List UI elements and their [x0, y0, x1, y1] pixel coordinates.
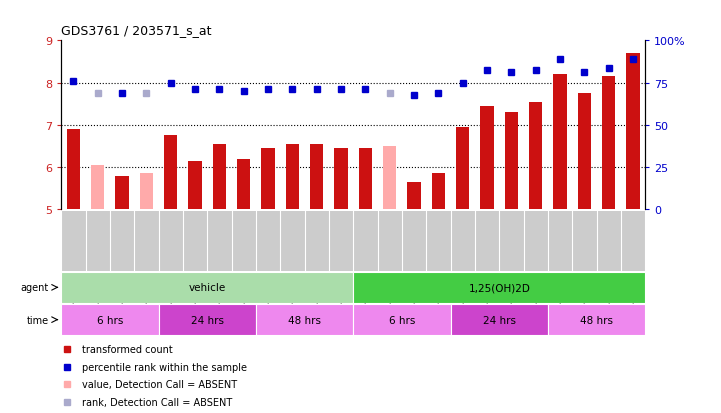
Bar [164, 136, 177, 210]
Bar [237, 159, 250, 210]
Bar [548, 304, 645, 335]
Text: transformed count: transformed count [81, 344, 172, 355]
Bar [91, 166, 105, 210]
Bar [115, 176, 129, 210]
Bar [159, 304, 256, 335]
Bar [335, 149, 348, 210]
Bar [286, 145, 299, 210]
Text: 6 hrs: 6 hrs [389, 315, 415, 325]
Text: 48 hrs: 48 hrs [288, 315, 321, 325]
Bar [188, 161, 202, 210]
Text: percentile rank within the sample: percentile rank within the sample [81, 362, 247, 372]
Bar [505, 113, 518, 210]
Bar [256, 304, 353, 335]
Bar [61, 272, 353, 303]
Text: 24 hrs: 24 hrs [483, 315, 516, 325]
Bar [480, 107, 494, 210]
Bar [529, 102, 542, 210]
Bar [353, 272, 645, 303]
Bar [359, 149, 372, 210]
Text: 48 hrs: 48 hrs [580, 315, 613, 325]
Bar [578, 94, 591, 210]
Bar [353, 304, 451, 335]
Text: rank, Detection Call = ABSENT: rank, Detection Call = ABSENT [81, 396, 232, 407]
Text: vehicle: vehicle [189, 282, 226, 293]
Bar [407, 183, 421, 210]
Bar [627, 54, 640, 210]
Text: 6 hrs: 6 hrs [97, 315, 123, 325]
Bar [262, 149, 275, 210]
Bar [456, 128, 469, 210]
Bar [140, 174, 153, 210]
Bar [213, 145, 226, 210]
Text: 24 hrs: 24 hrs [191, 315, 224, 325]
Text: GDS3761 / 203571_s_at: GDS3761 / 203571_s_at [61, 24, 212, 37]
Bar [61, 304, 159, 335]
Text: agent: agent [21, 282, 49, 293]
Bar [67, 130, 80, 210]
Bar [602, 77, 616, 210]
Bar [383, 147, 397, 210]
Bar [432, 174, 445, 210]
Text: value, Detection Call = ABSENT: value, Detection Call = ABSENT [81, 379, 237, 389]
Bar [451, 304, 548, 335]
Bar [554, 75, 567, 210]
Text: 1,25(OH)2D: 1,25(OH)2D [469, 282, 530, 293]
Bar [310, 145, 324, 210]
Text: time: time [27, 315, 49, 325]
